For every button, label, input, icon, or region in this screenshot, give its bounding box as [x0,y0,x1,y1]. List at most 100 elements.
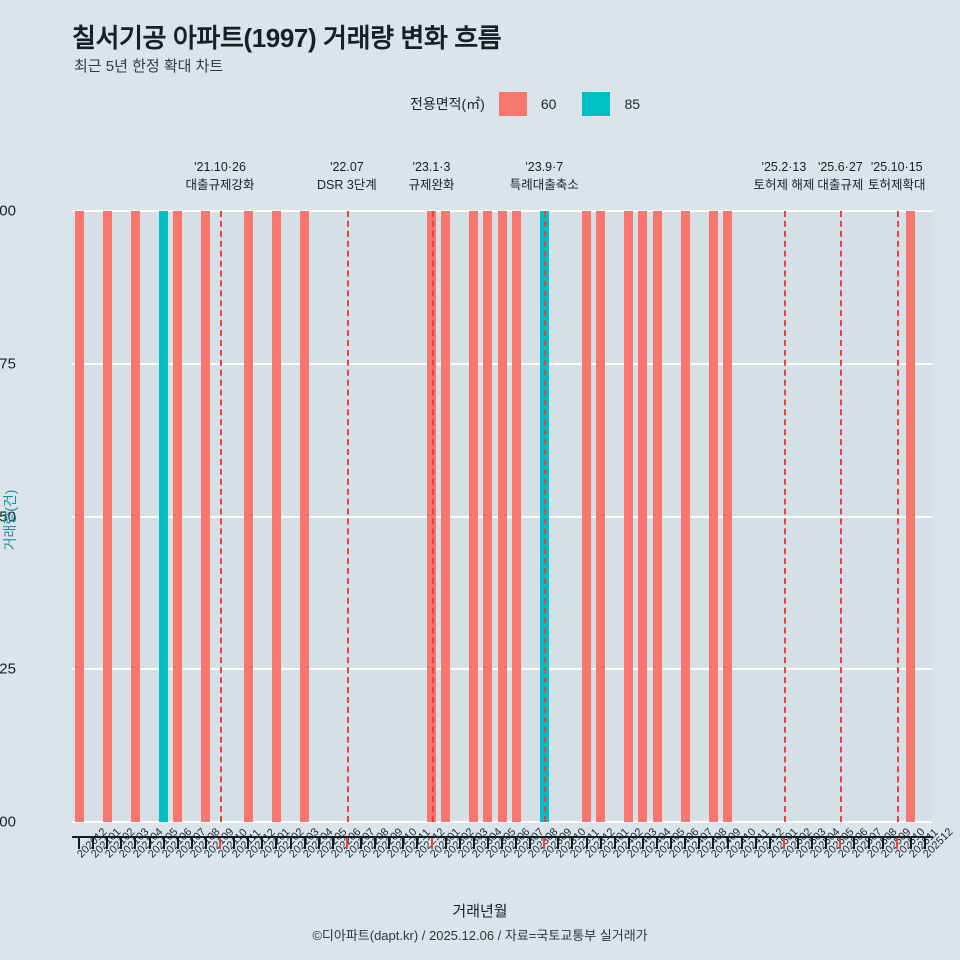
legend-swatch-60[interactable] [498,92,527,116]
x-tick-mark [190,838,193,849]
event-axis-tick [839,838,842,849]
bar[interactable] [624,211,634,822]
bar[interactable] [271,211,281,822]
bar[interactable] [159,211,169,822]
event-annotation: '21.10·26 대출규제강화 [186,158,255,194]
event-line [220,211,223,822]
x-tick-mark [247,838,250,849]
event-line [431,211,434,822]
x-tick-mark [684,838,687,849]
x-tick-mark [754,838,757,849]
bar[interactable] [243,211,253,822]
x-tick-mark [176,838,179,849]
bar[interactable] [469,211,479,822]
x-tick-mark [768,838,771,849]
bar[interactable] [130,211,140,822]
x-tick-mark [204,838,207,849]
gridline [72,821,932,823]
bar[interactable] [652,211,662,822]
legend: 전용면적(㎡) 60 85 [410,92,666,116]
bar[interactable] [173,211,183,822]
bar[interactable] [708,211,718,822]
bar[interactable] [582,211,592,822]
event-line [783,211,786,822]
x-axis-line [72,836,933,838]
bar[interactable] [483,211,493,822]
bar[interactable] [102,211,112,822]
event-axis-tick [543,838,546,849]
event-date: '21.10·26 [194,160,246,174]
x-tick-mark [148,838,151,849]
bar[interactable] [638,211,648,822]
bar[interactable] [596,211,606,822]
event-axis-tick [219,838,222,849]
x-tick-mark [374,838,377,849]
x-tick-mark [416,838,419,849]
legend-swatch-85[interactable] [582,92,611,116]
x-tick-mark [909,838,912,849]
x-tick-mark [458,838,461,849]
x-tick-mark [599,838,602,849]
event-line [346,211,349,822]
x-tick-mark [233,838,236,849]
event-label: 대출규제강화 [185,178,255,193]
x-tick-mark [825,838,828,849]
legend-title: 전용면적(㎡) [410,96,485,112]
bar[interactable] [201,211,211,822]
x-tick-mark [317,838,320,849]
event-annotation: '25.10·15 토허제확대 [868,158,926,194]
x-tick-mark [289,838,292,849]
event-date: '22.07 [330,160,364,174]
x-tick-mark [529,838,532,849]
event-annotation: '23.9·7 특례대출축소 [510,158,579,194]
bar[interactable] [680,211,690,822]
x-tick-mark [557,838,560,849]
event-line [896,211,899,822]
bar[interactable] [723,211,733,822]
x-tick-mark [656,838,659,849]
x-tick-mark [402,838,405,849]
x-tick-mark [501,838,503,849]
x-tick-mark [811,838,814,849]
x-tick-mark [881,838,884,849]
event-axis-tick [782,838,785,849]
x-tick-mark [515,838,518,849]
x-tick-mark [134,838,137,849]
x-tick-mark [627,838,630,849]
x-tick-mark [162,838,165,849]
x-tick-mark [106,838,109,849]
x-tick-mark [670,838,673,849]
event-label: 대출규제 [817,178,864,193]
y-tick-label: 1.00 [0,202,16,220]
x-tick-mark [571,838,574,849]
bar[interactable] [497,211,507,822]
event-annotation: '25.6·27 대출규제 [817,158,863,194]
x-tick-mark [444,838,447,849]
event-date: '25.6·27 [817,160,863,174]
y-tick-label: 0.25 [0,660,16,678]
x-tick-mark [360,838,363,849]
event-axis-tick [895,838,898,849]
x-tick-mark [853,838,856,849]
x-tick-mark [585,838,588,849]
event-date: '23.1·3 [412,160,451,174]
y-axis-label-wrap: 거래량(건) [2,490,30,551]
bar[interactable] [906,211,916,822]
bar[interactable] [441,211,451,822]
bar[interactable] [74,211,84,822]
legend-label-60: 60 [540,96,557,112]
bar[interactable] [300,211,310,822]
event-label: 특례대출축소 [509,178,579,193]
x-tick-mark [120,838,123,849]
y-tick-label: 0.00 [0,813,16,831]
x-tick-mark [797,838,800,849]
plot-area [72,210,932,823]
x-tick-mark [740,838,743,849]
bar[interactable] [511,211,521,822]
x-tick-mark [712,838,715,849]
x-tick-mark [472,838,475,849]
x-tick-mark [726,838,729,849]
event-label: DSR 3단계 [316,178,377,193]
event-annotation: '23.1·3 규제완화 [408,158,454,194]
